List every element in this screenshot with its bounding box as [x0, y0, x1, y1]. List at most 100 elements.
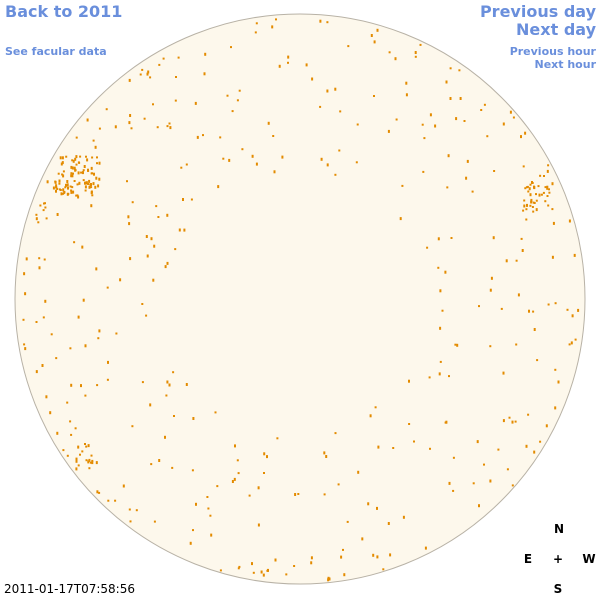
- timestamp: 2011-01-17T07:58:56: [4, 582, 135, 596]
- speck: [257, 523, 260, 527]
- speck: [238, 565, 241, 568]
- speck: [276, 437, 279, 440]
- speck: [75, 155, 78, 159]
- speck: [339, 110, 342, 113]
- previous-hour-link[interactable]: Previous hour: [509, 45, 596, 58]
- speck: [61, 161, 64, 165]
- speck: [554, 368, 557, 371]
- speck: [557, 380, 560, 384]
- speck: [357, 470, 360, 474]
- speck: [56, 431, 59, 435]
- speck: [24, 347, 27, 351]
- speck: [445, 420, 448, 424]
- speck: [515, 343, 518, 346]
- speck: [483, 103, 486, 106]
- speck: [471, 190, 474, 193]
- speck: [373, 40, 376, 44]
- speck: [334, 173, 337, 176]
- speck: [310, 556, 313, 560]
- speck: [222, 157, 225, 160]
- speck: [131, 201, 134, 204]
- speck: [445, 80, 448, 84]
- facular-link[interactable]: See facular data: [5, 45, 107, 58]
- speck: [62, 188, 65, 192]
- speck: [444, 270, 447, 274]
- speck: [90, 166, 93, 170]
- speck: [533, 202, 536, 204]
- speck: [537, 185, 540, 188]
- speck: [508, 416, 511, 419]
- speck: [84, 185, 87, 189]
- speck: [185, 163, 188, 166]
- next-day-link[interactable]: Next day: [516, 20, 596, 39]
- speck: [226, 94, 229, 97]
- speck: [228, 158, 231, 162]
- speck: [241, 148, 244, 151]
- speck: [370, 34, 373, 37]
- speck: [489, 479, 492, 483]
- speck: [49, 411, 52, 415]
- speck: [128, 222, 131, 226]
- speck: [90, 204, 93, 208]
- speck: [521, 249, 524, 252]
- speck: [238, 89, 241, 92]
- speck: [566, 308, 569, 311]
- back-link[interactable]: Back to 2011: [5, 2, 123, 21]
- speck: [328, 577, 331, 581]
- speck: [62, 192, 65, 195]
- speck: [514, 420, 517, 423]
- speck: [90, 186, 93, 189]
- speck: [96, 156, 98, 159]
- speck: [128, 78, 131, 82]
- speck: [129, 257, 132, 261]
- speck: [146, 72, 149, 76]
- speck: [88, 458, 91, 462]
- next-hour-link[interactable]: Next hour: [534, 58, 597, 71]
- previous-day-link[interactable]: Previous day: [479, 2, 596, 21]
- speck: [38, 257, 41, 260]
- speck: [454, 343, 457, 346]
- speck: [568, 343, 571, 346]
- speck: [150, 237, 153, 241]
- speck: [76, 183, 79, 186]
- speck: [529, 183, 532, 186]
- solar-disk: [14, 13, 586, 585]
- speck: [207, 507, 210, 510]
- speck: [388, 51, 391, 54]
- speck: [152, 103, 154, 106]
- speck: [42, 316, 45, 319]
- speck: [84, 394, 87, 397]
- speck: [85, 445, 88, 448]
- speck: [478, 504, 480, 508]
- speck: [426, 246, 429, 249]
- speck: [490, 276, 493, 280]
- speck: [150, 463, 153, 466]
- speck: [257, 486, 260, 490]
- speck: [408, 423, 411, 425]
- speck: [544, 186, 547, 189]
- speck: [478, 305, 480, 308]
- speck: [66, 192, 69, 196]
- speck: [231, 110, 234, 113]
- speck: [75, 136, 78, 139]
- speck: [463, 120, 466, 122]
- speck: [77, 315, 80, 319]
- speck: [84, 443, 86, 445]
- speck: [71, 174, 74, 178]
- speck: [90, 191, 93, 195]
- speck: [422, 170, 425, 173]
- speck: [466, 159, 469, 163]
- speck: [82, 169, 85, 172]
- speck: [24, 292, 27, 296]
- speck: [178, 228, 181, 232]
- speck: [75, 467, 78, 471]
- speck: [86, 118, 89, 122]
- speck: [171, 466, 174, 469]
- speck: [164, 265, 167, 269]
- speck: [446, 186, 449, 189]
- speck: [439, 289, 442, 293]
- speck: [476, 440, 479, 444]
- speck: [71, 159, 74, 162]
- speck: [551, 182, 554, 186]
- speck: [439, 360, 442, 363]
